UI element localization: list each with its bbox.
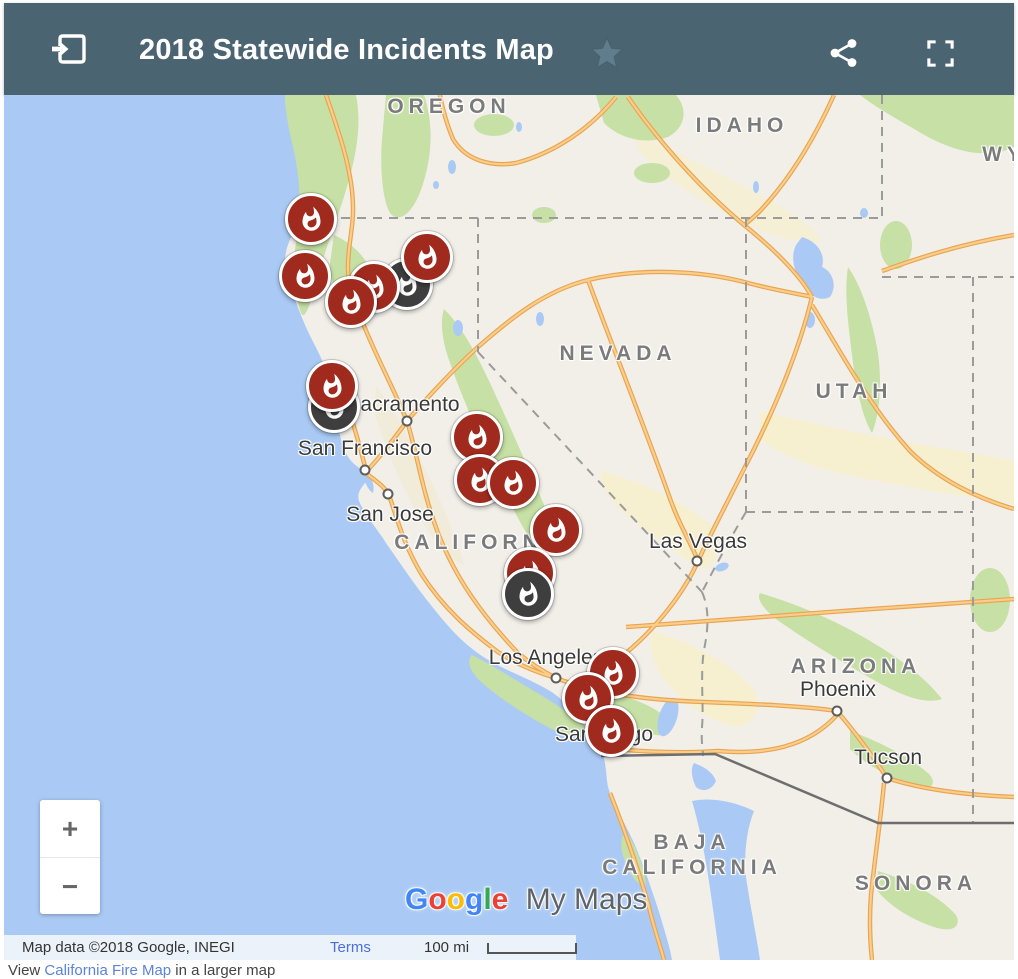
city-label-phoenix: Phoenix [800,678,876,701]
share-icon[interactable] [828,37,860,69]
flame-icon [342,289,360,314]
footer-link-row: View California Fire Map in a larger map [8,962,275,979]
state-label-nevada: NEVADA [559,342,677,365]
footer-prefix: View [8,962,45,979]
scale-bar [487,943,577,954]
fire-marker-red[interactable] [325,276,377,328]
fire-marker-red[interactable] [487,457,539,509]
city-dot-las-vegas [691,555,703,567]
fire-marker-dark[interactable] [502,568,554,620]
city-label-tucson: Tucson [853,746,923,769]
state-label-idaho: IDAHO [695,114,789,137]
state-label-utah: UTAH [815,380,893,403]
city-dot-san-francisco [359,464,371,476]
city-dot-sacramento [401,415,413,427]
flame-icon [519,581,537,606]
flame-icon [602,718,620,743]
city-dot-los-angeles [550,672,562,684]
fire-marker-red[interactable] [530,504,582,556]
map-canvas [4,95,1014,960]
state-label-baja: BAJA [653,831,731,854]
fire-marker-red[interactable] [401,231,453,283]
city-dot-tucson [881,772,893,784]
state-label-arizona: ARIZONA [790,655,922,678]
my-maps-logo-text: My Maps [525,883,648,916]
map-area[interactable]: OREGON IDAHO WY NEVADA UTAH CALIFORNIA ARIZONA… [4,95,1014,960]
state-label-wy: WY [982,143,1014,166]
side-panel-toggle-icon[interactable] [52,32,86,66]
flame-icon [418,244,436,269]
city-dot-phoenix [831,705,843,717]
fire-marker-red[interactable] [451,411,503,463]
zoom-out-button[interactable]: − [61,870,79,902]
flame-icon [302,206,320,231]
map-title[interactable]: 2018 Statewide Incidents Map [139,34,554,66]
city-label-sacramento: Sacramento [346,393,460,416]
city-dot-san-jose [382,488,394,500]
fire-marker-red[interactable] [585,705,637,757]
footer-suffix: in a larger map [171,962,276,979]
city-label-las-vegas: Las Vegas [648,530,748,553]
state-label-oregon: OREGON [387,95,511,118]
city-label-los-angeles: Los Angeles [488,646,604,669]
flame-icon [471,467,489,492]
embed-header: 2018 Statewide Incidents Map [4,3,1014,95]
flame-icon [323,373,341,398]
flame-icon [468,424,486,449]
flame-icon [504,470,522,495]
star-icon[interactable] [589,35,625,71]
state-label-california: CALIFORNIA [602,856,782,879]
flame-icon [296,263,314,288]
footer-map-link[interactable]: California Fire Map [44,962,172,979]
zoom-control: + − [40,800,100,914]
google-my-maps-logo[interactable]: Google My Maps [405,883,647,917]
attribution-bar: Map data ©2018 Google, INEGI Terms 100 m… [4,935,577,960]
scale-label: 100 mi [424,939,470,956]
fire-marker-red[interactable] [306,360,358,412]
city-label-san-jose: San Jose [346,503,434,526]
flame-icon [604,660,622,685]
city-label-san-francisco: San Francisco [297,437,433,460]
fullscreen-icon[interactable] [925,38,956,69]
flame-icon [579,685,597,710]
flame-icon [547,517,565,542]
google-logo: Google [405,883,509,916]
zoom-in-button[interactable]: + [40,800,100,858]
terms-link[interactable]: Terms [330,939,371,956]
state-label-sonora: SONORA [854,872,978,895]
fire-marker-red[interactable] [285,193,337,245]
fire-marker-red[interactable] [279,250,331,302]
map-data-copyright: Map data ©2018 Google, INEGI [22,939,235,956]
